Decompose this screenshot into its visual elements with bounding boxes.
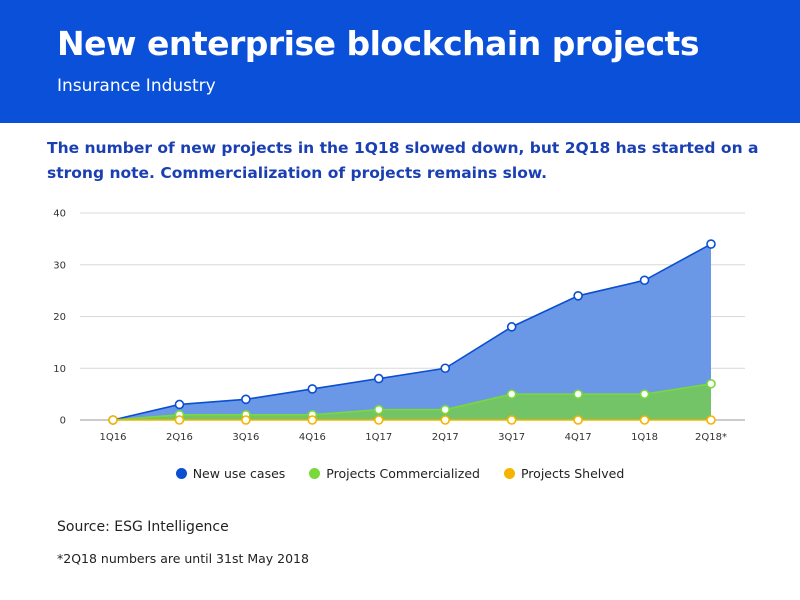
series-area-1 [113, 383, 711, 420]
y-tick-label: 40 [53, 209, 66, 220]
x-tick-label: 4Q17 [565, 432, 592, 443]
legend-swatch-projects-shelved [503, 468, 515, 479]
legend-swatch-new-use-cases [175, 468, 187, 479]
data-point-series-2 [639, 415, 650, 425]
data-point-series-2 [706, 415, 716, 425]
chart-legend: New use cases Projects Commercialized Pr… [0, 466, 800, 481]
data-point-series-2 [373, 415, 384, 425]
x-tick-label: 3Q16 [232, 432, 259, 443]
data-point-series-2 [307, 415, 318, 425]
legend-item-new-use-cases[interactable]: New use cases [175, 466, 286, 481]
data-point-series-1 [373, 404, 384, 415]
data-point-series-0 [174, 399, 185, 410]
footnote-text: *2Q18 numbers are until 31st May 2018 [57, 551, 309, 566]
y-tick-label: 30 [53, 260, 66, 271]
data-point-series-2 [573, 415, 583, 425]
data-point-series-0 [506, 322, 517, 332]
data-point-series-0 [440, 363, 451, 374]
data-point-series-2 [174, 415, 185, 425]
data-point-series-1 [506, 389, 517, 399]
series-line-0 [112, 243, 712, 421]
x-tick-label: 1Q16 [100, 432, 127, 443]
legend-item-projects-shelved[interactable]: Projects Shelved [503, 466, 625, 481]
data-point-series-1 [706, 378, 716, 389]
legend-item-projects-commercialized[interactable]: Projects Commercialized [309, 466, 480, 481]
page-title: New enterprise blockchain projects [57, 24, 699, 63]
x-tick-label: 1Q17 [365, 432, 392, 443]
data-point-series-0 [573, 291, 583, 301]
series-line-1 [112, 382, 712, 421]
data-point-series-0 [241, 394, 251, 405]
source-text: Source: ESG Intelligence [57, 519, 229, 535]
data-point-series-0 [706, 239, 716, 249]
x-tick-label: 2Q18* [695, 432, 727, 443]
series-area-0 [113, 244, 711, 420]
y-tick-label: 0 [60, 416, 66, 427]
data-point-series-0 [373, 373, 384, 384]
y-tick-label: 20 [53, 312, 66, 323]
data-point-series-2 [241, 415, 251, 425]
legend-label-projects-shelved: Projects Shelved [520, 466, 625, 481]
data-point-series-1 [573, 389, 583, 399]
y-tick-label: 10 [53, 364, 66, 375]
legend-label-projects-commercialized: Projects Commercialized [326, 466, 480, 481]
legend-label-new-use-cases: New use cases [192, 466, 286, 481]
area-chart: 0 10 20 30 40 1Q16 2Q16 3Q16 4Q16 1Q17 2Q17 3Q17 4Q1… [53, 209, 745, 443]
data-point-series-2 [440, 415, 451, 425]
data-point-series-0 [307, 384, 318, 394]
data-point-series-2 [506, 415, 517, 425]
x-tick-label: 2Q17 [432, 432, 459, 443]
header-banner: New enterprise blockchain projects Insur… [0, 0, 800, 123]
page-subtitle: Insurance Industry [57, 76, 216, 96]
data-point-series-0 [639, 275, 650, 286]
x-tick-label: 1Q18 [631, 432, 658, 443]
legend-swatch-projects-commercialized [309, 468, 321, 479]
x-tick-label: 4Q16 [299, 432, 326, 443]
data-point-series-2 [108, 415, 118, 425]
x-tick-label: 3Q17 [498, 432, 525, 443]
data-point-series-1 [440, 404, 451, 415]
x-tick-label: 2Q16 [166, 432, 193, 443]
summary-note: The number of new projects in the 1Q18 s… [47, 139, 759, 182]
data-point-series-1 [639, 389, 650, 399]
